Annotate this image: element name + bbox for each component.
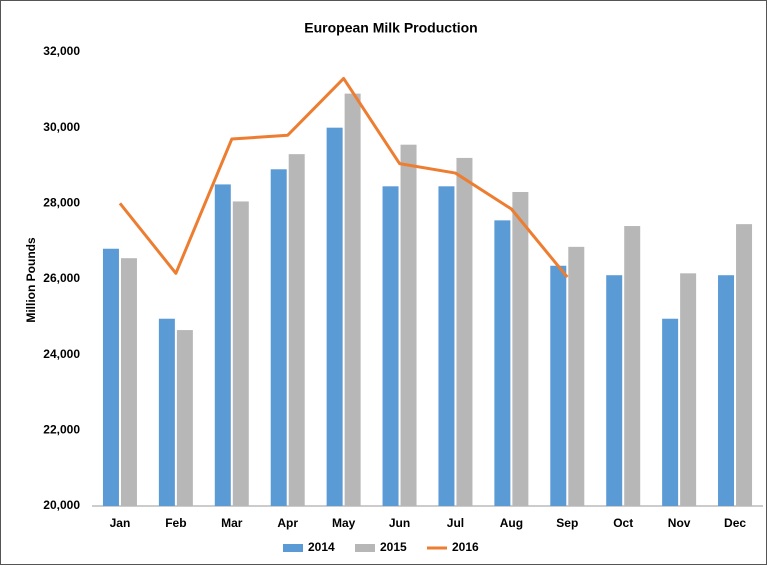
legend-swatch <box>355 544 375 552</box>
bar <box>214 184 231 506</box>
bar <box>680 273 697 506</box>
x-tick-label: Sep <box>556 516 578 530</box>
x-tick-label: Apr <box>277 516 298 530</box>
bar <box>438 186 455 506</box>
bar <box>158 318 175 506</box>
bar <box>232 201 249 507</box>
y-axis-label: Million Pounds <box>24 237 38 323</box>
legend-label: 2016 <box>452 540 479 554</box>
bar <box>568 246 585 506</box>
bar <box>494 220 511 506</box>
bar <box>662 318 679 506</box>
bar <box>456 157 473 506</box>
y-tick-label: 30,000 <box>43 120 80 134</box>
x-tick-label: May <box>332 516 356 530</box>
bar <box>102 248 119 506</box>
x-tick-label: Jun <box>389 516 410 530</box>
x-tick-label: Jan <box>110 516 131 530</box>
bar <box>400 144 417 507</box>
bar <box>606 275 623 506</box>
bar <box>120 258 137 506</box>
bar <box>176 330 193 506</box>
legend-label: 2015 <box>380 540 407 554</box>
x-tick-label: Nov <box>668 516 691 530</box>
bar <box>382 186 399 506</box>
x-tick-label: Mar <box>221 516 243 530</box>
bar <box>512 191 529 506</box>
bar <box>270 169 287 507</box>
x-tick-label: Oct <box>613 516 633 530</box>
bar <box>718 275 735 506</box>
bar <box>288 154 305 506</box>
chart-title: European Milk Production <box>304 20 477 36</box>
x-tick-label: Feb <box>165 516 186 530</box>
bar <box>624 226 641 507</box>
y-tick-label: 32,000 <box>43 44 80 58</box>
bar <box>736 224 753 506</box>
y-tick-label: 28,000 <box>43 196 80 210</box>
bar <box>344 93 361 506</box>
bar <box>550 265 567 506</box>
y-tick-label: 22,000 <box>43 423 80 437</box>
y-tick-label: 20,000 <box>43 498 80 512</box>
legend-label: 2014 <box>308 540 335 554</box>
x-tick-label: Jul <box>447 516 464 530</box>
y-tick-label: 24,000 <box>43 347 80 361</box>
y-tick-label: 26,000 <box>43 271 80 285</box>
x-tick-label: Aug <box>500 516 523 530</box>
legend-swatch <box>283 544 303 552</box>
x-tick-label: Dec <box>724 516 746 530</box>
line <box>118 76 569 279</box>
bar <box>326 127 343 507</box>
